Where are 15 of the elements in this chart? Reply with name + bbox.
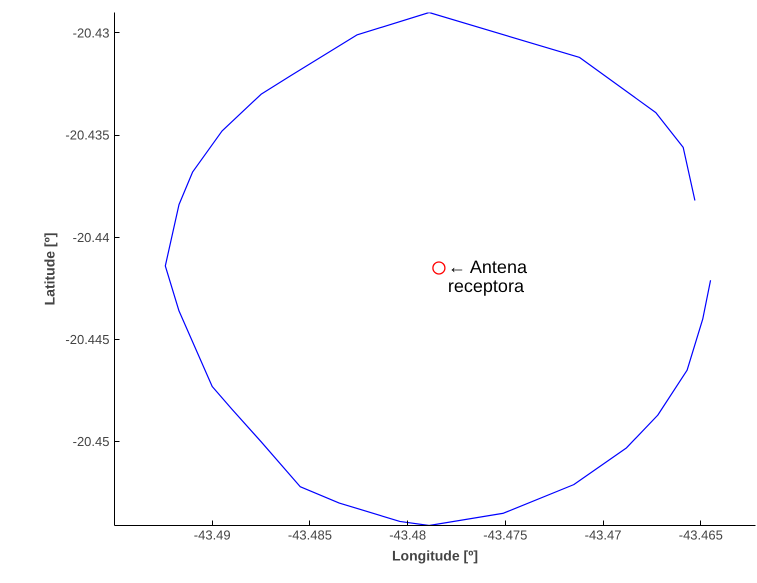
y-tick-label: -20.43 bbox=[72, 25, 110, 40]
x-tick-label: -43.475 bbox=[483, 528, 528, 542]
annotation: ← Antena receptora bbox=[448, 256, 528, 296]
y-tick-label: -20.435 bbox=[65, 128, 110, 143]
x-tick-label: -43.485 bbox=[288, 528, 332, 542]
x-axis-title: Longitude [º] bbox=[392, 548, 478, 564]
y-tick-label: -20.45 bbox=[72, 434, 110, 450]
x-tick-label: -43.465 bbox=[678, 528, 723, 542]
line-series bbox=[164, 12, 712, 526]
y-tick-label: -20.445 bbox=[65, 332, 110, 348]
x-tick-label: -43.47 bbox=[584, 528, 622, 542]
x-tick-label: -43.49 bbox=[194, 528, 231, 542]
y-tick-label: -20.44 bbox=[72, 230, 110, 245]
x-tick-label: -43.48 bbox=[389, 528, 426, 542]
y-axis-title: Latitude [º] bbox=[41, 232, 58, 306]
